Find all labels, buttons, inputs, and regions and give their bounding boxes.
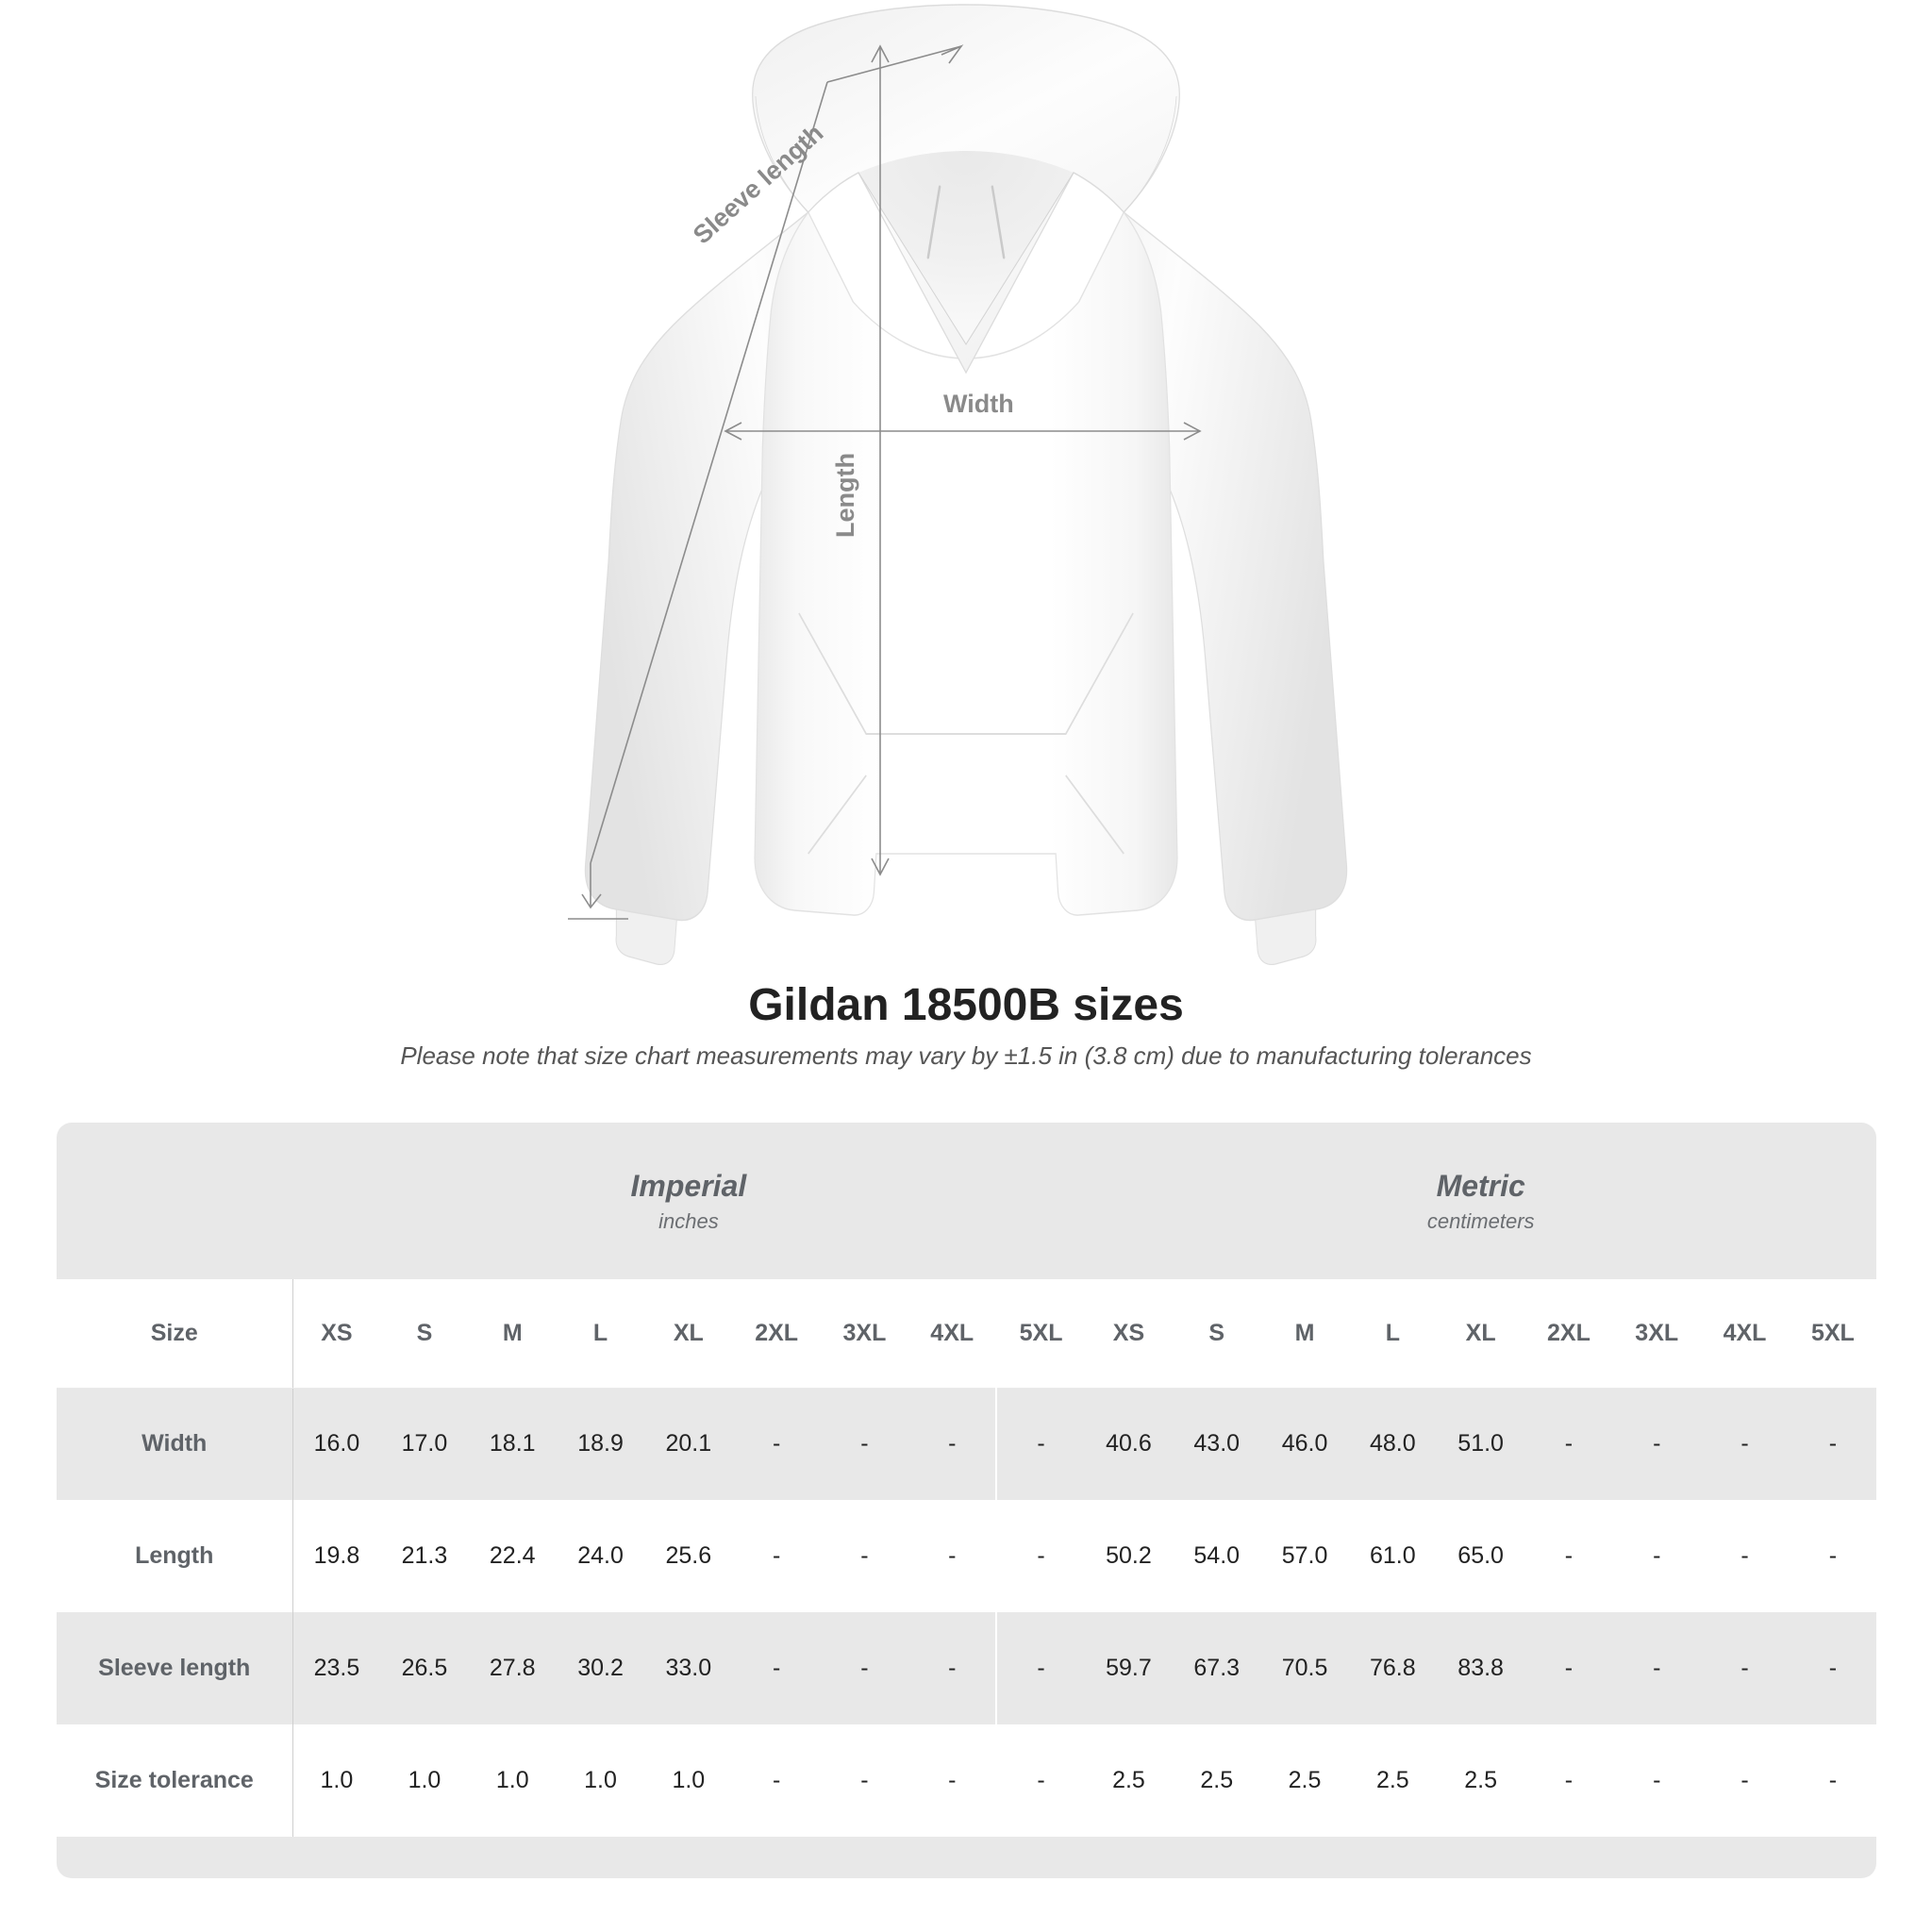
svg-text:Width: Width [943, 390, 1014, 418]
svg-text:Length: Length [831, 453, 859, 538]
